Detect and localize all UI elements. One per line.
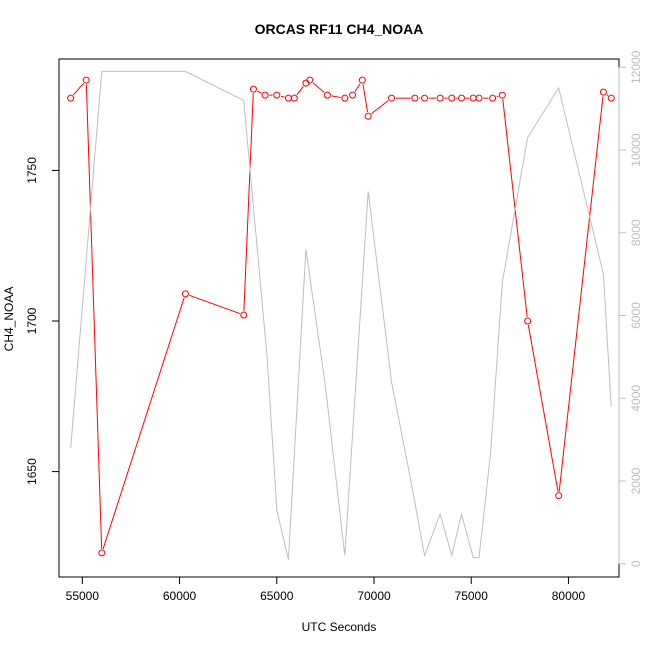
data-point — [261, 91, 269, 99]
y2-tick-label: 12000 — [629, 50, 643, 84]
y2-tick-label: 0 — [629, 560, 643, 567]
data-point — [341, 94, 349, 102]
data-point — [240, 311, 248, 319]
series-line-segment — [243, 93, 254, 311]
data-point — [475, 94, 483, 102]
axes-layer: 55000 60000 65000 70000 75000 800001650170017… — [25, 50, 643, 603]
data-point — [498, 91, 506, 99]
series-line-segment — [189, 294, 240, 315]
series-line-segment — [354, 83, 361, 92]
series-layer — [67, 70, 615, 560]
data-point — [555, 492, 563, 500]
series-line-segment — [102, 297, 185, 550]
series-line-segment — [496, 95, 499, 98]
data-point — [489, 94, 497, 102]
data-point — [524, 317, 532, 325]
data-point — [469, 94, 477, 102]
data-point — [82, 76, 90, 84]
x-tick-label: 80000 — [552, 589, 586, 603]
series-line-segment — [73, 82, 84, 96]
series-line — [70, 70, 612, 560]
series-line-segment — [362, 84, 368, 113]
y2-tick-label: 4000 — [629, 385, 643, 412]
data-point — [358, 76, 366, 84]
data-point — [364, 112, 372, 120]
data-point — [323, 91, 331, 99]
y-tick-label: 1650 — [25, 458, 39, 485]
series-line-segment — [558, 96, 604, 492]
y2-tick-label: 2000 — [629, 467, 643, 494]
y2-tick-label: 10000 — [629, 133, 643, 167]
x-tick-label: 70000 — [357, 589, 391, 603]
data-point — [448, 94, 456, 102]
series-line-segment — [85, 84, 103, 549]
y-tick-label: 1700 — [25, 307, 39, 334]
data-point — [98, 549, 106, 557]
x-tick-label: 75000 — [455, 589, 489, 603]
data-point — [67, 94, 75, 102]
y2-tick-label: 8000 — [629, 219, 643, 246]
y-axis-label: CH4_NOAA — [2, 287, 16, 352]
data-point — [349, 91, 357, 99]
series-line-segment — [527, 325, 559, 492]
x-tick-label: 55000 — [66, 589, 100, 603]
data-point — [421, 94, 429, 102]
series-line-segment — [331, 95, 341, 98]
data-point — [284, 94, 292, 102]
data-point — [273, 91, 281, 99]
data-point — [599, 88, 607, 96]
data-point — [458, 94, 465, 102]
series-line-segment — [256, 90, 262, 94]
y-tick-label: 1750 — [25, 157, 39, 184]
series-2 — [70, 70, 612, 560]
series-line-segment — [371, 100, 389, 115]
data-point — [388, 94, 395, 102]
chart-title: ORCAS RF11 CH4_NOAA — [255, 21, 424, 37]
series-line-segment — [280, 95, 285, 98]
data-point — [607, 94, 615, 102]
series-line-segment — [296, 86, 304, 96]
x-axis-label: UTC Seconds — [302, 620, 377, 634]
data-point — [290, 94, 298, 102]
data-point — [181, 290, 189, 298]
x-tick-label: 65000 — [260, 589, 294, 603]
data-point — [306, 76, 314, 84]
y2-tick-label: 6000 — [629, 302, 643, 329]
data-point — [302, 79, 310, 87]
series-line-segment — [606, 94, 609, 96]
series-1 — [67, 76, 615, 557]
series-line-segment — [312, 82, 325, 93]
data-point — [436, 94, 444, 102]
plot-frame — [58, 58, 620, 578]
data-point — [411, 94, 419, 102]
x-tick-label: 60000 — [163, 589, 197, 603]
data-point — [249, 85, 257, 93]
